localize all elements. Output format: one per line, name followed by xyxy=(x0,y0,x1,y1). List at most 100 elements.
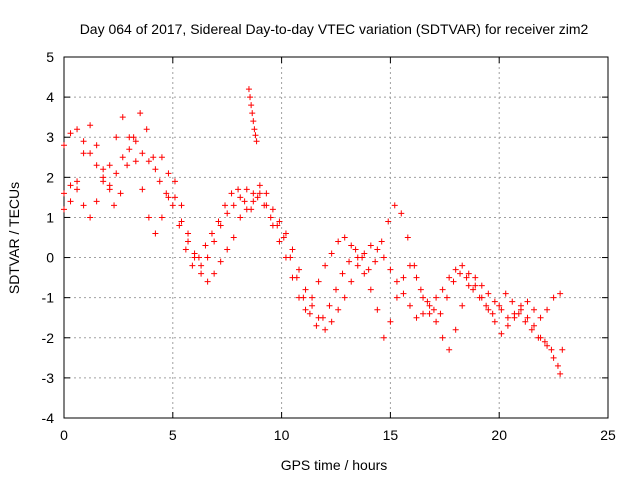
y-tick-label: 5 xyxy=(46,49,54,65)
data-point xyxy=(346,258,353,265)
data-point xyxy=(426,302,433,309)
data-point xyxy=(309,294,316,301)
data-point xyxy=(478,282,485,289)
data-point xyxy=(185,230,192,237)
data-point xyxy=(247,94,254,101)
data-point xyxy=(457,270,464,277)
data-point xyxy=(252,132,259,139)
data-point xyxy=(550,354,557,361)
data-point xyxy=(378,238,385,245)
data-point xyxy=(296,294,303,301)
data-point xyxy=(158,154,165,161)
data-point xyxy=(509,298,516,305)
data-point xyxy=(406,262,413,269)
data-point xyxy=(191,254,198,261)
series-track-a xyxy=(61,110,566,369)
data-point xyxy=(531,306,538,313)
data-point xyxy=(502,290,509,297)
data-point xyxy=(245,86,252,93)
data-point xyxy=(452,326,459,333)
data-point xyxy=(124,162,131,169)
grid-lines xyxy=(64,57,608,418)
data-point xyxy=(296,266,303,273)
data-point xyxy=(137,110,144,117)
data-point xyxy=(87,150,94,157)
data-point xyxy=(483,302,490,309)
data-point xyxy=(326,302,333,309)
data-point xyxy=(485,306,492,313)
data-point xyxy=(237,194,244,201)
data-point xyxy=(433,294,440,301)
y-tick-label: -2 xyxy=(42,330,55,346)
data-point xyxy=(222,202,229,209)
data-point xyxy=(269,206,276,213)
data-point xyxy=(439,286,446,293)
chart-title: Day 064 of 2017, Sidereal Day-to-day VTE… xyxy=(80,21,589,37)
data-point xyxy=(550,294,557,301)
data-point xyxy=(276,238,283,245)
data-point xyxy=(498,306,505,313)
data-point xyxy=(557,370,564,377)
data-point xyxy=(339,270,346,277)
data-point xyxy=(100,178,107,185)
data-point xyxy=(165,170,172,177)
y-tick-label: 0 xyxy=(46,250,54,266)
data-point xyxy=(61,206,67,213)
data-point xyxy=(126,146,133,153)
data-point xyxy=(313,322,320,329)
data-point xyxy=(333,286,339,293)
y-tick-labels: -4 -3 -2 -1 0 1 2 3 4 5 xyxy=(42,49,55,426)
data-point xyxy=(544,342,551,349)
data-point xyxy=(93,162,100,169)
data-point xyxy=(393,294,400,301)
data-point xyxy=(217,258,224,265)
data-point xyxy=(276,218,283,225)
data-point xyxy=(537,334,544,341)
data-point xyxy=(443,294,450,301)
data-point xyxy=(211,270,218,277)
data-point xyxy=(158,214,165,221)
data-point xyxy=(496,302,503,309)
data-point xyxy=(198,262,205,269)
data-point xyxy=(150,154,157,161)
data-point xyxy=(250,198,257,205)
data-point xyxy=(237,214,244,221)
data-point xyxy=(491,298,498,305)
series-track-c xyxy=(61,114,564,377)
data-point xyxy=(267,214,274,221)
y-tick-label: 2 xyxy=(46,169,54,185)
data-point xyxy=(165,194,172,201)
data-point xyxy=(289,246,296,253)
data-point xyxy=(406,302,413,309)
data-point xyxy=(204,278,211,285)
data-point xyxy=(152,230,159,237)
data-point xyxy=(106,162,113,169)
data-point xyxy=(478,294,485,301)
data-point xyxy=(119,114,126,121)
data-point xyxy=(341,294,348,301)
data-point xyxy=(171,194,178,201)
y-tick-label: -4 xyxy=(42,410,55,426)
data-point xyxy=(132,158,139,165)
data-point xyxy=(152,166,159,173)
data-point xyxy=(398,210,405,217)
data-point xyxy=(163,190,170,197)
data-point xyxy=(171,178,178,185)
data-point xyxy=(87,214,94,221)
data-point xyxy=(367,242,374,249)
x-tick-label: 20 xyxy=(491,427,507,443)
data-point xyxy=(211,238,218,245)
data-point xyxy=(80,150,87,157)
data-point xyxy=(430,306,437,313)
data-point xyxy=(472,274,479,281)
data-point xyxy=(243,206,250,213)
data-point xyxy=(511,310,518,317)
data-point xyxy=(517,302,524,309)
data-point xyxy=(241,198,248,205)
data-point xyxy=(156,178,163,185)
data-point xyxy=(243,186,250,193)
data-point xyxy=(470,286,477,293)
data-point xyxy=(250,190,257,197)
data-point xyxy=(463,274,470,281)
x-tick-label: 10 xyxy=(274,427,290,443)
